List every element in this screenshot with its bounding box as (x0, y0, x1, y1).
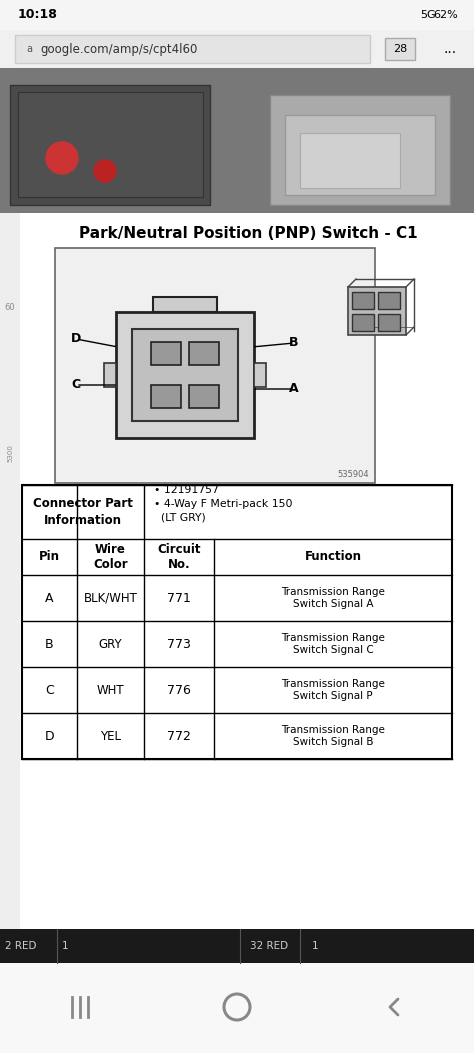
Bar (55, 249, 375, 483)
Bar (116, 312, 254, 438)
Text: 32 RED: 32 RED (250, 941, 288, 951)
Text: 2 RED: 2 RED (5, 941, 36, 951)
Circle shape (46, 142, 78, 174)
Bar (352, 314, 374, 331)
Text: Transmission Range
Switch Signal A: Transmission Range Switch Signal A (281, 587, 385, 610)
Text: A: A (45, 592, 54, 604)
Bar (104, 363, 116, 388)
Bar (151, 385, 181, 408)
Bar (0, 213, 474, 978)
Bar (378, 292, 400, 309)
Text: 773: 773 (167, 637, 191, 651)
Bar (15, 35, 370, 63)
Text: Wire
Color: Wire Color (93, 543, 128, 571)
Bar (22, 485, 452, 759)
Text: 60: 60 (5, 303, 15, 313)
Text: B: B (289, 337, 299, 350)
Text: • 12191757
• 4-Way F Metri-pack 150
  (LT GRY): • 12191757 • 4-Way F Metri-pack 150 (LT … (154, 485, 292, 523)
Text: GRY: GRY (99, 637, 122, 651)
Text: B: B (45, 637, 54, 651)
Text: google.com/amp/s/cpt4l60: google.com/amp/s/cpt4l60 (40, 42, 197, 56)
Text: 5300: 5300 (7, 444, 13, 462)
Text: Connector Part
Information: Connector Part Information (33, 497, 133, 526)
Bar (348, 287, 406, 335)
Bar (352, 292, 374, 309)
Circle shape (94, 160, 116, 182)
Text: Transmission Range
Switch Signal C: Transmission Range Switch Signal C (281, 633, 385, 655)
Text: A: A (289, 382, 299, 396)
Text: 535904: 535904 (337, 470, 369, 479)
Bar (300, 133, 400, 188)
Text: 1: 1 (62, 941, 69, 951)
Text: 5G: 5G (420, 9, 436, 20)
Text: YEL: YEL (100, 730, 121, 742)
Bar (0, 213, 20, 978)
Bar (0, 963, 474, 1053)
Text: 10:18: 10:18 (18, 8, 58, 21)
Bar (385, 38, 415, 60)
Bar (0, 29, 474, 68)
Text: 776: 776 (167, 683, 191, 696)
Text: D: D (71, 333, 81, 345)
Bar (10, 85, 210, 205)
Bar (0, 0, 474, 29)
Bar (18, 92, 203, 197)
Text: 62%: 62% (433, 9, 458, 20)
Text: a: a (26, 44, 32, 54)
Bar (378, 314, 400, 331)
Bar (254, 363, 266, 388)
Text: Circuit
No.: Circuit No. (157, 543, 201, 571)
Bar (151, 342, 181, 365)
Text: BLK/WHT: BLK/WHT (83, 592, 137, 604)
Bar (270, 95, 450, 205)
Text: 771: 771 (167, 592, 191, 604)
Bar (0, 68, 474, 213)
Text: C: C (45, 683, 54, 696)
Text: 772: 772 (167, 730, 191, 742)
Bar (0, 929, 474, 963)
Bar (189, 342, 219, 365)
Text: 1: 1 (312, 941, 319, 951)
Bar (132, 329, 238, 421)
Text: Park/Neutral Position (PNP) Switch - C1: Park/Neutral Position (PNP) Switch - C1 (79, 225, 417, 240)
Text: Transmission Range
Switch Signal B: Transmission Range Switch Signal B (281, 724, 385, 748)
Text: D: D (45, 730, 55, 742)
Text: Transmission Range
Switch Signal P: Transmission Range Switch Signal P (281, 679, 385, 701)
Text: Pin: Pin (39, 551, 60, 563)
Bar (153, 297, 217, 312)
Text: C: C (72, 378, 81, 392)
Text: Function: Function (304, 551, 362, 563)
Text: ...: ... (444, 42, 456, 56)
Bar (189, 385, 219, 408)
Text: 28: 28 (393, 44, 407, 54)
Bar (285, 115, 435, 195)
Text: WHT: WHT (97, 683, 124, 696)
